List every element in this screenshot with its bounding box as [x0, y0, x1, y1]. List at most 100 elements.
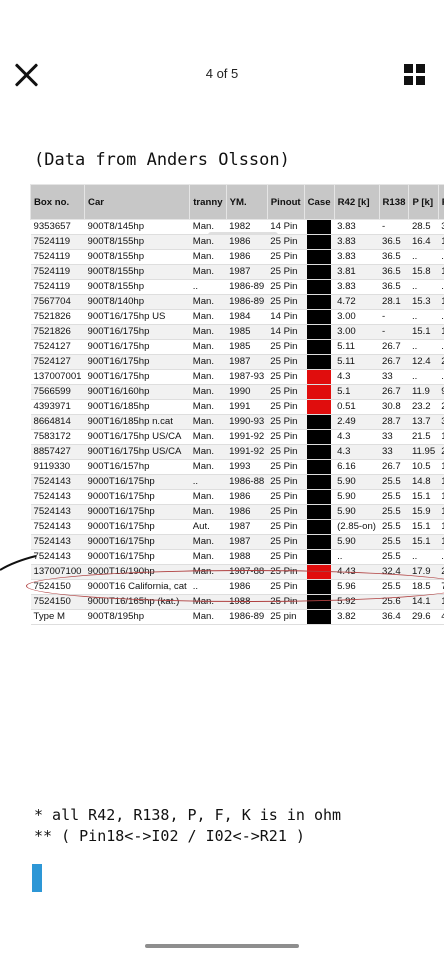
- table-cell: 2.49: [334, 414, 379, 430]
- table-cell: 25.5: [379, 474, 409, 490]
- table-cell: 15.1: [408, 489, 439, 505]
- grid-view-icon[interactable]: [404, 64, 426, 86]
- table-cell: 1993: [226, 459, 268, 475]
- table-cell: 5.11: [334, 339, 379, 355]
- table-cell: 900T8/155hp: [84, 234, 190, 250]
- table-cell: ..: [408, 369, 439, 385]
- table-cell: ..: [408, 549, 439, 565]
- table-cell: 28.5: [408, 219, 439, 235]
- table-cell: 25 Pin: [267, 249, 305, 265]
- table-row: Type M 900T8/195hp Man. 1986-89 25 pin 3.82 36…: [30, 609, 444, 625]
- table-cell: 14 Pin: [267, 219, 305, 235]
- home-indicator[interactable]: [145, 944, 299, 948]
- image-counter: 4 of 5: [205, 66, 239, 81]
- case-color-cell: [304, 504, 335, 520]
- table-cell: 295: [438, 399, 444, 415]
- table-cell: Man.: [189, 339, 227, 355]
- table-cell: Man.: [189, 264, 227, 280]
- table-cell: 3.83: [334, 249, 379, 265]
- table-cell: 4.3: [334, 369, 379, 385]
- table-cell: 3.83: [334, 234, 379, 250]
- table-cell: Man.: [189, 324, 227, 340]
- table-cell: Man.: [189, 234, 227, 250]
- table-cell: 25.5: [379, 489, 409, 505]
- table-row: 7524143 9000T16/175hp Man. 1988 25 Pin.. 25.5…: [30, 549, 444, 565]
- case-color-cell: [304, 549, 335, 565]
- table-cell: 7524143: [30, 504, 85, 520]
- hand-drawn-ellipse: [26, 570, 444, 602]
- table-cell: 1986: [226, 249, 268, 265]
- table-cell: Man.: [189, 399, 227, 415]
- table-cell: Man.: [189, 609, 227, 625]
- table-cell: Man.: [189, 219, 227, 235]
- case-color-swatch: [307, 325, 332, 339]
- table-cell: Man.: [189, 384, 227, 400]
- table-cell: 177: [438, 534, 444, 550]
- table-cell: 900T16/175hp US/CA: [84, 429, 190, 445]
- table-row: 7524143 9000T16/175hp.. 1986-88 25 Pin 5.90 2…: [30, 474, 444, 490]
- blue-highlight-bar: [32, 864, 42, 892]
- table-cell: 171: [438, 519, 444, 535]
- table-cell: 10.5: [408, 459, 439, 475]
- table-cell: 1984: [226, 309, 268, 325]
- case-color-swatch: [307, 310, 332, 324]
- table-cell: Man.: [189, 444, 227, 460]
- table-cell: 461: [438, 609, 444, 625]
- table-cell: 25 Pin: [267, 549, 305, 565]
- case-color-cell: [304, 519, 335, 535]
- table-cell: 1987: [226, 519, 268, 535]
- table-cell: 28.1: [379, 294, 409, 310]
- case-color-swatch: [307, 385, 332, 399]
- column-header: Box no.: [29, 184, 86, 220]
- table-cell: (2.85-on): [334, 519, 379, 535]
- table-cell: 25 Pin: [267, 354, 305, 370]
- table-body: 9353657 900T8/145hp Man. 1982 14 Pin 3.83-28.…: [30, 219, 444, 625]
- case-color-cell: [304, 234, 335, 250]
- table-cell: 1991-92: [226, 429, 268, 445]
- table-cell: 900T8/155hp: [84, 279, 190, 295]
- table-cell: 1985: [226, 324, 268, 340]
- table-cell: 9000T16/175hp: [84, 504, 190, 520]
- case-color-cell: [304, 219, 335, 235]
- case-color-cell: [304, 489, 335, 505]
- case-color-swatch: [307, 490, 332, 504]
- table-cell: 5.90: [334, 534, 379, 550]
- case-color-cell: [304, 459, 335, 475]
- case-color-cell: [304, 294, 335, 310]
- table-cell: Man.: [189, 309, 227, 325]
- table-cell: 376: [438, 219, 444, 235]
- table-cell: 900T16/157hp: [84, 459, 190, 475]
- case-color-swatch: [307, 235, 332, 249]
- case-color-swatch: [307, 295, 332, 309]
- case-color-swatch: [307, 430, 332, 444]
- table-cell: 3.00: [334, 324, 379, 340]
- table-cell: 11.95: [408, 444, 439, 460]
- table-cell: 14 Pin: [267, 309, 305, 325]
- table-cell: -: [379, 219, 409, 235]
- table-cell: 4.3: [334, 444, 379, 460]
- table-row: 7524127 900T16/175hp Man. 1987 25 Pin 5.11 26.…: [30, 354, 444, 370]
- table-cell: 7567704: [30, 294, 85, 310]
- table-cell: 9000T16/175hp: [84, 549, 190, 565]
- table-cell: 117: [438, 234, 444, 250]
- table-cell: 137007001: [30, 369, 85, 385]
- table-row: 7524143 9000T16/175hp Aut. 1987 25 Pin (2.85-…: [30, 519, 444, 535]
- case-color-swatch: [307, 520, 332, 534]
- table-cell: 7524119: [30, 264, 85, 280]
- ecu-data-table: Box no. Car tranny YM. Pinout Case R42 [k] R138…: [29, 184, 444, 625]
- table-cell: ..: [438, 549, 444, 565]
- table-cell: Man.: [189, 549, 227, 565]
- table-row: 7521826 900T16/175hp US Man. 1984 14 Pin 3.00…: [30, 309, 444, 325]
- table-cell: 36.5: [379, 279, 409, 295]
- table-cell: 7524119: [30, 234, 85, 250]
- case-color-cell: [304, 444, 335, 460]
- table-cell: -: [379, 324, 409, 340]
- table-cell: ..: [334, 549, 379, 565]
- table-cell: 12.4: [408, 354, 439, 370]
- table-cell: 13.7: [408, 414, 439, 430]
- table-cell: 3.83: [334, 219, 379, 235]
- table-cell: 115: [438, 264, 444, 280]
- case-color-swatch: [307, 355, 332, 369]
- table-cell: 9000T16/175hp: [84, 489, 190, 505]
- table-cell: 1982: [226, 219, 268, 235]
